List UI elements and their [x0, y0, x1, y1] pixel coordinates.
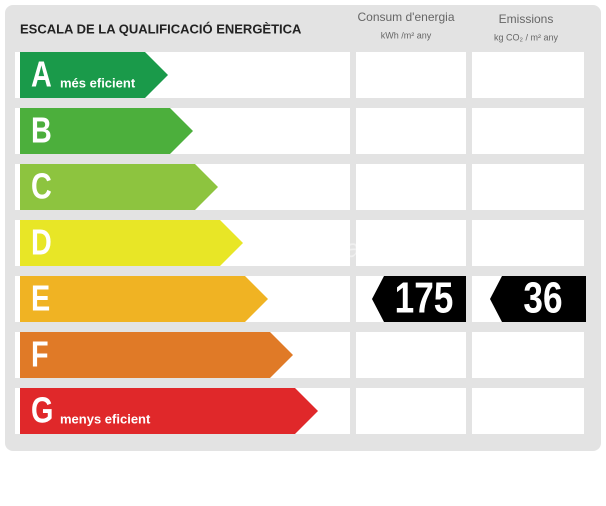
rating-caption: més eficient: [60, 75, 136, 90]
consumption-unit: kWh /m² any: [381, 30, 432, 40]
emissions-label: Emissions: [499, 12, 554, 26]
title: ESCALA DE LA QUALIFICACIÓ ENERGÈTICA: [20, 21, 302, 36]
consumption-cell: [356, 220, 466, 266]
emissions-cell: [472, 220, 584, 266]
rating-arrow: [20, 388, 318, 434]
rating-arrow: [20, 332, 293, 378]
consumption-value: 175: [395, 274, 454, 323]
consumption-cell: [356, 164, 466, 210]
emissions-cell: [472, 388, 584, 434]
watermark: habitaclia: [250, 233, 360, 263]
emissions-value: 36: [523, 274, 562, 323]
emissions-cell: [472, 332, 584, 378]
rating-arrow: [20, 108, 193, 154]
rating-letter: C: [31, 165, 52, 206]
rating-letter: E: [31, 277, 50, 318]
rating-caption: menys eficient: [60, 411, 151, 426]
rating-letter: F: [31, 333, 49, 374]
consumption-arrow: [372, 276, 466, 322]
emissions-cell: [472, 52, 584, 98]
consumption-cell: [356, 388, 466, 434]
rating-arrow: [20, 164, 218, 210]
rating-letter: G: [31, 389, 53, 430]
rating-arrow: [20, 220, 243, 266]
rating-arrow: [20, 52, 168, 98]
rating-arrow: [20, 276, 268, 322]
emissions-unit: kg CO₂ / m² any: [494, 32, 559, 42]
rating-letter: D: [31, 221, 52, 262]
emissions-cell: [472, 108, 584, 154]
consumption-cell: [356, 332, 466, 378]
consumption-cell: [356, 52, 466, 98]
rating-letter: A: [31, 53, 52, 94]
consumption-cell: [356, 108, 466, 154]
rating-letter: B: [31, 109, 52, 150]
consumption-label: Consum d'energia: [357, 10, 454, 24]
emissions-arrow: [490, 276, 586, 322]
emissions-cell: [472, 164, 584, 210]
